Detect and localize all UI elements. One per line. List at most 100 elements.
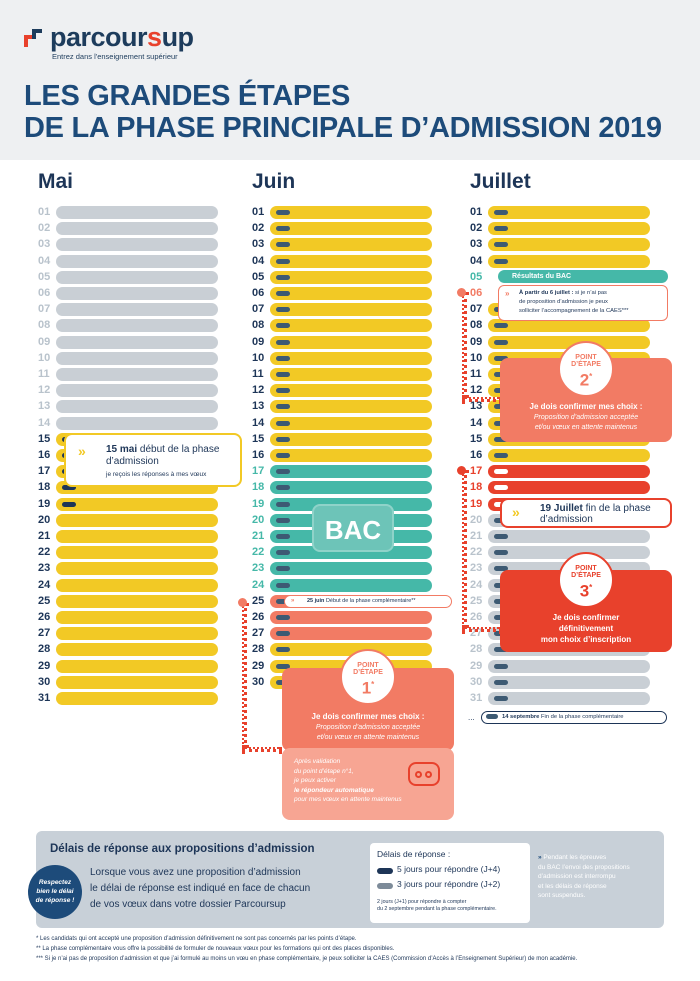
day-number: 13 <box>252 400 265 413</box>
day-number: 15 <box>38 432 51 445</box>
may-15-sub: je reçois les réponses à mes vœux <box>106 471 207 478</box>
day-row: 31 <box>38 692 223 705</box>
day-number: 09 <box>470 335 483 348</box>
day-number: 28 <box>470 643 483 656</box>
july-6-callout: » À partir du 6 juillet : si je n’ai pas… <box>498 285 668 321</box>
logo-text: parcoursup <box>50 22 194 52</box>
response-delay-pill <box>494 550 508 556</box>
response-delay-pill <box>276 501 290 507</box>
response-delay-pill <box>494 436 508 442</box>
response-delay-pill <box>276 582 290 588</box>
day-bar <box>56 238 218 252</box>
response-delay-pill <box>62 485 76 491</box>
response-delay-pill <box>276 663 290 669</box>
response-delay-pill <box>276 436 290 442</box>
step2-badge: POINT D’ÉTAPE 2* <box>558 341 614 397</box>
day-number: 21 <box>470 530 483 542</box>
day-row: 10 <box>38 351 223 365</box>
day-number: 18 <box>252 481 265 494</box>
day-number: 06 <box>252 287 265 299</box>
day-number: 27 <box>252 627 265 640</box>
day-number: 29 <box>38 659 51 672</box>
response-delay-pill <box>276 469 290 475</box>
response-delay-pill <box>494 566 508 572</box>
day-bar <box>488 254 650 268</box>
tagline: Entrez dans l'enseignement supérieur <box>52 52 178 61</box>
day-bar <box>56 222 218 236</box>
day-bar <box>488 659 650 673</box>
day-number: 30 <box>252 675 265 688</box>
day-row: 02 <box>252 222 437 236</box>
day-bar <box>270 465 432 479</box>
response-delay-pill <box>276 566 290 572</box>
legend-swatch-3days <box>377 883 393 889</box>
day-row: 14 <box>252 416 437 430</box>
day-bar <box>488 465 650 479</box>
day-row: 13 <box>38 400 223 414</box>
june-25-callout: » 25 juin Début de la phase complémentai… <box>284 595 452 608</box>
day-row: 03 <box>252 238 437 252</box>
response-delay-pill <box>276 291 290 296</box>
day-row: 06 <box>252 287 437 300</box>
day-bar <box>270 335 432 349</box>
day-bar <box>56 530 218 543</box>
response-delay-pill <box>276 598 290 604</box>
response-delay-pill <box>494 339 508 345</box>
day-bar <box>56 384 218 398</box>
day-number: 29 <box>470 659 483 672</box>
step1-connector-h <box>242 747 282 752</box>
response-delay-pill <box>494 210 508 215</box>
day-bar <box>56 335 218 349</box>
response-delay-pill <box>494 534 508 539</box>
response-delay-pill <box>276 372 290 377</box>
day-number: 30 <box>470 675 483 688</box>
day-bar <box>56 400 218 414</box>
day-row: 16 <box>252 449 437 462</box>
response-delay-pill <box>276 226 290 232</box>
response-delay-pill <box>276 355 290 361</box>
day-number: 05 <box>38 270 51 283</box>
day-row: 21 <box>38 530 223 543</box>
day-number: 21 <box>38 530 51 542</box>
june-25-text: 25 juin Début de la phase complémentaire… <box>307 598 416 604</box>
step1-dot <box>238 598 247 607</box>
day-number: 15 <box>470 432 483 445</box>
step2-heading: Je dois confirmer mes choix : <box>529 402 643 411</box>
day-row: 30 <box>38 675 223 689</box>
day-row: 15 <box>252 432 437 446</box>
day-row: 07 <box>38 303 223 317</box>
day-bar <box>270 416 432 430</box>
day-bar <box>56 287 218 300</box>
day-number: 07 <box>470 303 483 316</box>
day-row: 11 <box>252 368 437 381</box>
day-row: 29 <box>470 659 655 673</box>
logo-arrows-icon <box>24 27 46 49</box>
day-row: 03 <box>38 238 223 252</box>
july-5-bar: Résultats du BAC <box>498 270 668 283</box>
day-row: 01 <box>252 206 437 219</box>
day-row: 18 <box>252 481 437 495</box>
september-14-text: 14 septembre Fin de la phase complémenta… <box>502 714 624 720</box>
day-bar <box>56 659 218 673</box>
day-number: 06 <box>38 287 51 299</box>
response-delay-pill <box>276 404 290 410</box>
legend-2days: 2 jours (J+1) pour répondre à compter du… <box>377 899 497 912</box>
day-row: 09 <box>470 335 655 349</box>
day-row: 31 <box>470 692 655 705</box>
day-bar <box>270 254 432 268</box>
july-19-card: » 19 Juillet fin de la phase d’admission <box>500 498 672 528</box>
day-number: 09 <box>38 335 51 348</box>
day-bar <box>488 675 650 689</box>
day-number: 24 <box>252 578 265 591</box>
day-number: 06 <box>470 287 483 299</box>
day-number: 28 <box>252 643 265 656</box>
day-number: 04 <box>38 254 51 267</box>
day-row: 14 <box>38 416 223 430</box>
legend-title: Délais de réponse : <box>377 849 451 859</box>
day-number: 18 <box>38 481 51 494</box>
day-row: 12 <box>252 384 437 398</box>
response-delay-pill <box>494 355 508 361</box>
day-row: 13 <box>252 400 437 414</box>
day-bar <box>270 238 432 252</box>
day-number: 17 <box>252 465 265 478</box>
